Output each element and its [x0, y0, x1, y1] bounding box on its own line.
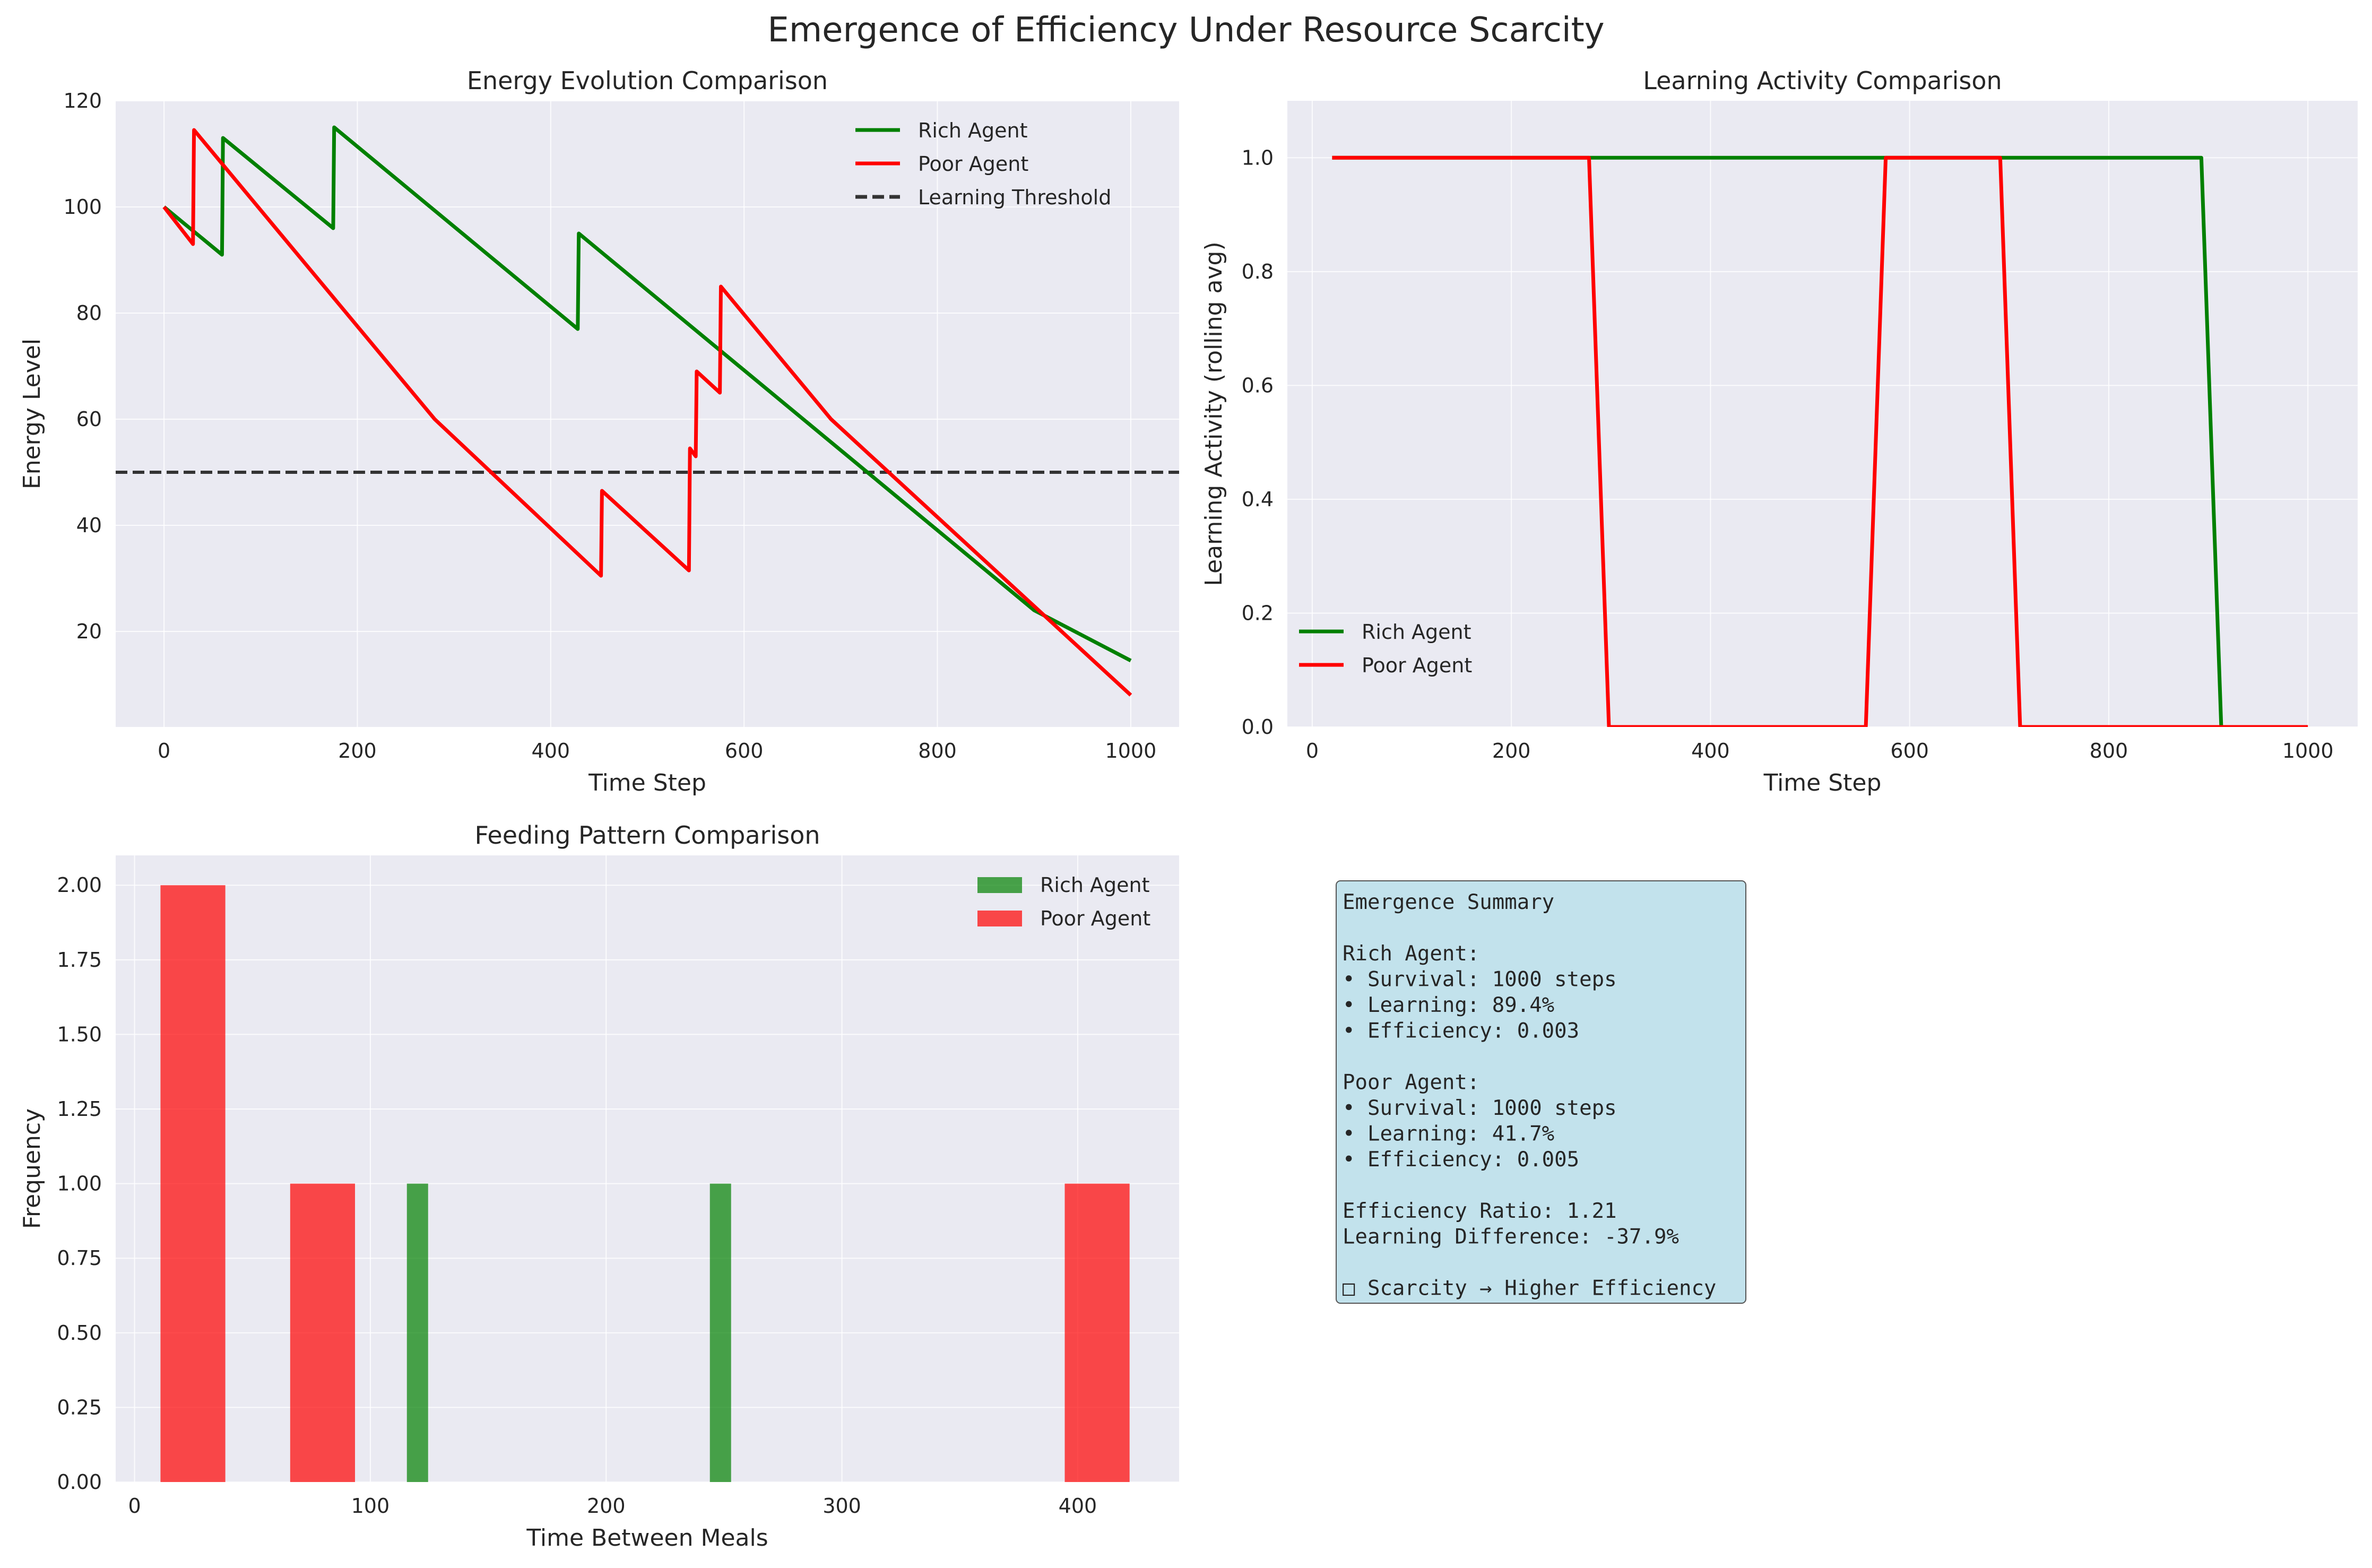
x-tick-label: 300 [823, 1494, 861, 1518]
y-tick-label: 0.0 [1242, 715, 1274, 739]
legend-label-rich: Rich Agent [1362, 620, 1471, 644]
series-line-rich [1332, 155, 2223, 727]
x-tick-label: 600 [725, 739, 764, 763]
bar-poor [1064, 1183, 1130, 1482]
plot-marks [1332, 155, 2308, 727]
y-tick-label: 1.50 [57, 1023, 102, 1046]
y-tick-label: 100 [63, 195, 102, 219]
x-axis-label: Time Step [1763, 769, 1882, 796]
x-tick-label: 0 [1306, 739, 1319, 763]
x-tick-label: 1000 [2282, 739, 2334, 763]
y-tick-label: 1.0 [1242, 146, 1274, 169]
plot-area [116, 855, 1179, 1482]
series-line-rich [162, 125, 1132, 663]
legend: Rich Agent Poor Agent [977, 873, 1150, 930]
y-tick-label: 1.00 [57, 1172, 102, 1196]
legend-swatch-poor [977, 911, 1022, 926]
y-tick-label: 0.25 [57, 1396, 102, 1419]
x-tick-label: 200 [587, 1494, 626, 1518]
summary-line: Rich Agent: [1343, 942, 1479, 966]
bar-rich [406, 1183, 428, 1482]
panel-learning: Learning Activity Comparison 0 200 400 600 80… [1200, 66, 2358, 796]
y-tick-label: 20 [76, 620, 102, 643]
x-tick-label: 400 [532, 739, 570, 763]
y-tick-label: 0.00 [57, 1470, 102, 1494]
summary-line: • Learning: 41.7% [1343, 1122, 1554, 1146]
legend-label-rich: Rich Agent [918, 119, 1028, 142]
y-tick-label: 1.25 [57, 1097, 102, 1121]
summary-line: □ Scarcity → Higher Efficiency [1343, 1277, 1716, 1301]
chart-title: Feeding Pattern Comparison [474, 821, 820, 850]
legend-swatch-rich [977, 877, 1022, 893]
y-tick-label: 40 [76, 514, 102, 537]
y-tick-label: 1.75 [57, 948, 102, 972]
x-tick-label: 200 [1492, 739, 1531, 763]
summary-line: Poor Agent: [1343, 1071, 1479, 1095]
x-tick-label: 800 [918, 739, 957, 763]
y-tick-label: 60 [76, 408, 102, 431]
summary-line: • Learning: 89.4% [1343, 993, 1554, 1017]
y-tick-label: 0.6 [1242, 374, 1274, 397]
x-tick-label: 800 [2090, 739, 2128, 763]
bar-poor [290, 1183, 356, 1482]
y-axis-label: Energy Level [19, 339, 46, 489]
summary-line: • Efficiency: 0.003 [1343, 1019, 1579, 1043]
y-axis-label: Learning Activity (rolling avg) [1200, 241, 1227, 586]
legend-label-poor: Poor Agent [918, 152, 1028, 176]
x-tick-label: 600 [1890, 739, 1929, 763]
legend-label-poor: Poor Agent [1040, 907, 1150, 930]
chart-title: Energy Evolution Comparison [467, 66, 828, 95]
x-tick-label: 400 [1059, 1494, 1097, 1518]
plot-marks [116, 125, 1179, 697]
x-tick-label: 1000 [1105, 739, 1157, 763]
y-tick-label: 2.00 [57, 873, 102, 897]
chart-title: Learning Activity Comparison [1643, 66, 2002, 95]
legend: Rich Agent Poor Agent Learning Threshold [855, 119, 1111, 209]
legend: Rich Agent Poor Agent [1299, 620, 1472, 677]
panel-feeding: Feeding Pattern Comparison 0 100 200 300 400 0… [19, 821, 1179, 1552]
y-tick-label: 80 [76, 301, 102, 325]
x-tick-label: 200 [338, 739, 377, 763]
x-axis-label: Time Between Meals [526, 1524, 768, 1552]
plot-area [1287, 101, 2358, 727]
summary-line: Efficiency Ratio: 1.21 [1343, 1199, 1617, 1223]
x-tick-label: 0 [158, 739, 170, 763]
y-tick-label: 0.2 [1242, 601, 1274, 625]
bar-rich [709, 1183, 731, 1482]
summary-line: • Efficiency: 0.005 [1343, 1148, 1579, 1172]
y-axis-label: Frequency [19, 1108, 46, 1229]
figure-title: Emergence of Efficiency Under Resource S… [767, 11, 1604, 50]
plot-marks [160, 885, 1130, 1482]
legend-label-poor: Poor Agent [1362, 654, 1472, 677]
series-line-poor [162, 128, 1132, 697]
summary-line: Learning Difference: -37.9% [1343, 1225, 1679, 1249]
y-tick-label: 120 [63, 89, 102, 112]
y-tick-label: 0.50 [57, 1321, 102, 1345]
y-tick-label: 0.75 [57, 1246, 102, 1270]
legend-label-rich: Rich Agent [1040, 873, 1150, 897]
summary-line: • Survival: 1000 steps [1343, 1096, 1617, 1120]
y-tick-label: 0.4 [1242, 488, 1274, 511]
bar-poor [160, 885, 226, 1482]
x-axis-label: Time Step [588, 769, 706, 796]
plot-area [116, 101, 1179, 727]
x-tick-label: 400 [1691, 739, 1730, 763]
summary-line: Emergence Summary [1343, 890, 1554, 914]
legend-label-threshold: Learning Threshold [918, 186, 1111, 209]
summary-line: • Survival: 1000 steps [1343, 968, 1617, 992]
summary-box-bg [1336, 880, 1746, 1304]
x-tick-label: 0 [128, 1494, 141, 1518]
series-line-poor [1332, 155, 2308, 727]
y-tick-label: 0.8 [1242, 260, 1274, 283]
panel-energy: Energy Evolution Comparison 0 200 400 600 800… [19, 66, 1179, 796]
x-tick-label: 100 [351, 1494, 390, 1518]
